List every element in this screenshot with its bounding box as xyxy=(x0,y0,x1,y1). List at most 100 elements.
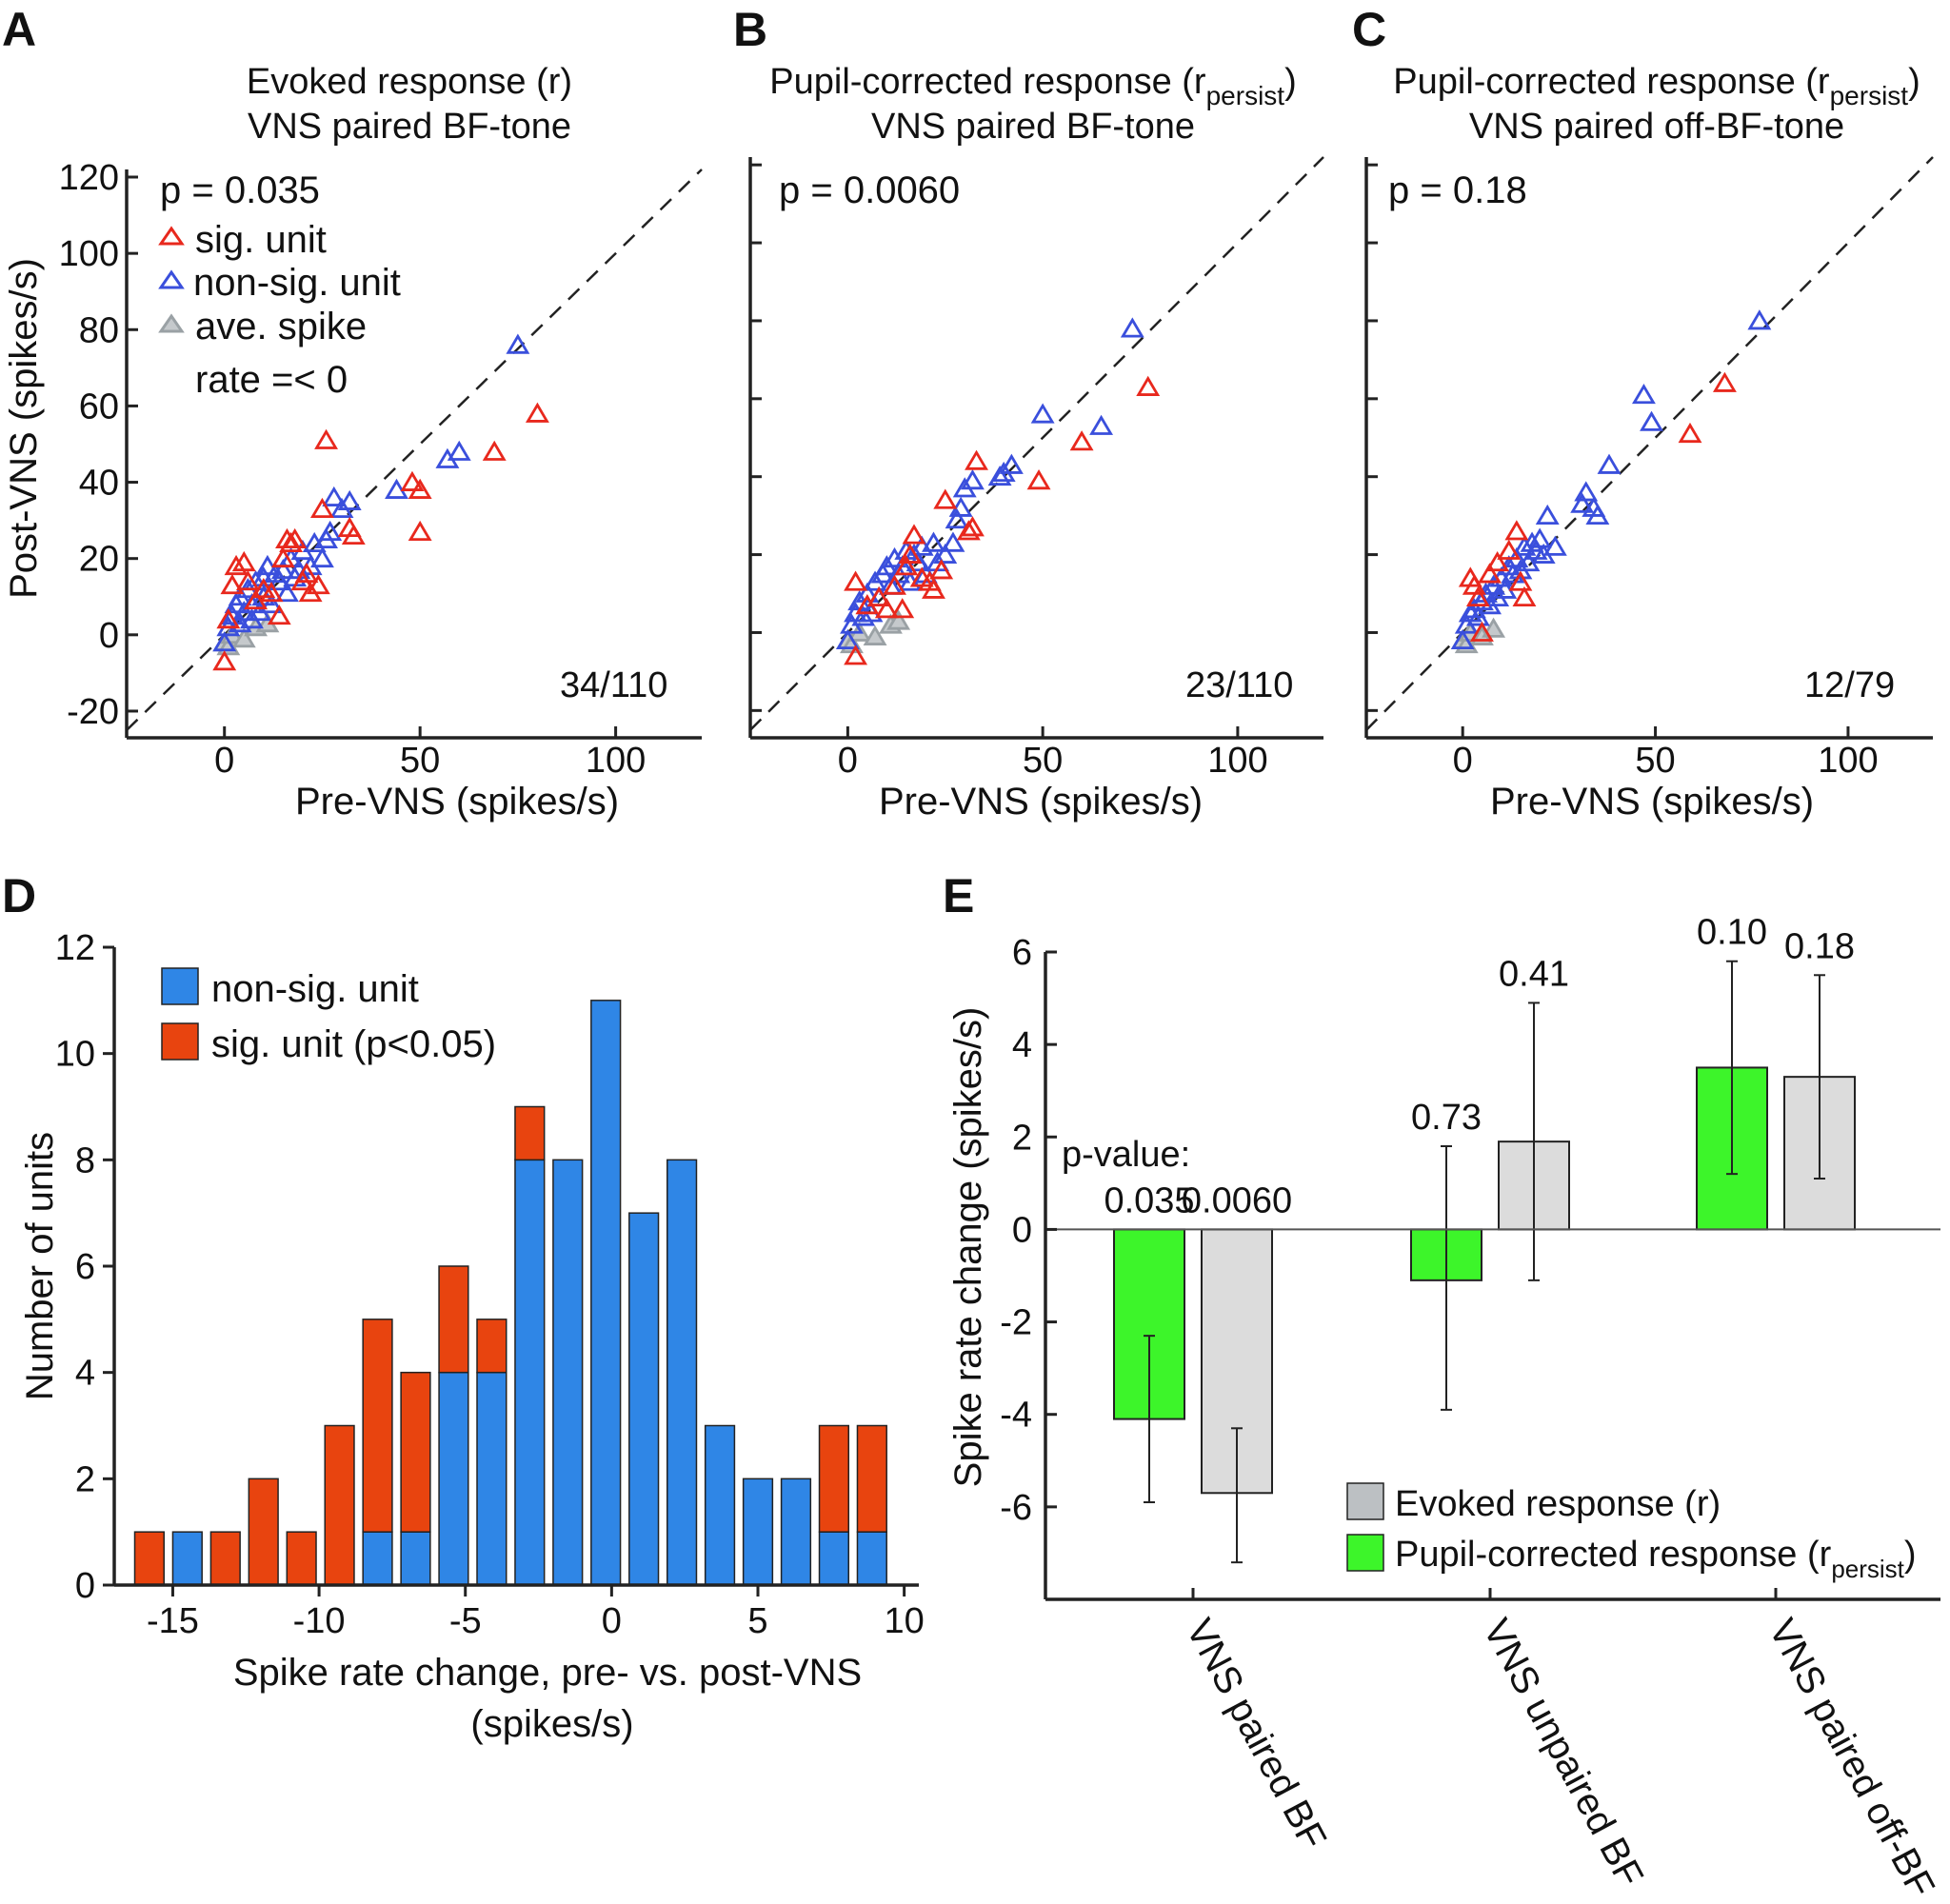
hist-bar-nonsig xyxy=(628,1212,660,1586)
legend-sig-swatch xyxy=(161,1022,199,1061)
ave-spike-point xyxy=(1482,617,1506,638)
panel-c-count: 12/79 xyxy=(1804,665,1895,705)
x-tick-label: 10 xyxy=(884,1601,924,1641)
p-value-label: 0.0060 xyxy=(1182,1180,1292,1220)
y-tick-label: 8 xyxy=(75,1140,95,1180)
nonsig-point xyxy=(212,631,237,652)
hist-bar-nonsig xyxy=(362,1531,393,1586)
nonsig-point xyxy=(1535,504,1560,526)
sig-point xyxy=(890,598,915,619)
y-tick-label: 40 xyxy=(79,464,119,504)
legend-sig-text: sig. unit (p<0.05) xyxy=(211,1023,496,1065)
sig-point xyxy=(933,488,958,509)
sig-point xyxy=(482,440,507,461)
panel-b-p-value: p = 0.0060 xyxy=(779,169,960,211)
sig-point xyxy=(1508,570,1533,591)
sig-point xyxy=(866,585,891,607)
sig-point xyxy=(956,520,981,541)
nonsig-point xyxy=(855,582,880,603)
sig-point xyxy=(883,574,906,595)
hist-bar-sig xyxy=(400,1371,431,1533)
panel-b-count: 23/110 xyxy=(1185,665,1293,705)
nonsig-point xyxy=(1450,628,1475,650)
nonsig-point xyxy=(1501,563,1525,584)
sig-point xyxy=(220,573,245,595)
sig-point xyxy=(314,428,338,449)
nonsig-point xyxy=(1597,453,1622,474)
sig-point xyxy=(929,559,954,580)
ave-spike-point xyxy=(231,627,256,648)
sig-point xyxy=(224,554,249,576)
panel-b-xlabel: Pre-VNS (spikes/s) xyxy=(879,781,1203,823)
y-tick-label: 6 xyxy=(1012,933,1032,973)
panel-c-title-sub: persist xyxy=(1830,81,1909,110)
sig-point xyxy=(294,562,319,584)
sig-point xyxy=(408,520,432,542)
category-label: VNS paired BF xyxy=(1178,1613,1334,1856)
nonsig-point xyxy=(275,581,299,603)
panel-e-legend: Evoked response (r) Pupil-corrected resp… xyxy=(1346,1482,1917,1583)
x-tick-label: -15 xyxy=(147,1601,199,1641)
x-tick-label: 50 xyxy=(400,741,440,781)
sig-point xyxy=(960,516,985,537)
hist-bar-nonsig xyxy=(742,1478,774,1586)
hist-bar-sig xyxy=(514,1105,546,1161)
sig-point xyxy=(874,598,899,619)
nonsig-point xyxy=(447,440,471,461)
hist-bar-sig xyxy=(362,1319,393,1533)
panel-c-xlabel: Pre-VNS (spikes/s) xyxy=(1490,781,1814,823)
sig-point xyxy=(902,524,926,545)
sig-point xyxy=(408,478,432,499)
p-value-label: 0.41 xyxy=(1499,954,1569,994)
y-tick-label: 12 xyxy=(55,928,95,968)
y-tick-label: -20 xyxy=(67,692,119,732)
panel-a-title-line1: Evoked response (r) xyxy=(247,62,572,102)
legend-nonsig-swatch xyxy=(161,967,199,1005)
hist-bar-sig xyxy=(286,1531,317,1586)
panel-c-title-main: Pupil-corrected response (r xyxy=(1393,62,1830,102)
nonsig-point xyxy=(987,465,1012,486)
hist-bar-sig xyxy=(324,1424,355,1586)
category-label: VNS unpaired BF xyxy=(1475,1613,1651,1894)
hist-bar-nonsig xyxy=(704,1424,736,1586)
x-tick-label: -10 xyxy=(293,1601,346,1641)
panel-c-letter: C xyxy=(1352,3,1386,56)
sig-point xyxy=(1504,520,1529,541)
panel-b-title-line1: Pupil-corrected response (rpersist) xyxy=(769,62,1296,110)
sig-point xyxy=(400,470,425,491)
sig-point xyxy=(283,527,308,549)
identity-line xyxy=(749,156,1324,731)
panel-a: A Evoked response (r) VNS paired BF-tone… xyxy=(2,3,703,823)
nonsig-point xyxy=(960,469,985,490)
y-tick-label: 80 xyxy=(79,310,119,350)
x-tick-label: -5 xyxy=(449,1601,482,1641)
sig-point xyxy=(965,449,988,470)
hist-bar-nonsig xyxy=(400,1531,431,1586)
hist-bar-nonsig xyxy=(818,1531,850,1586)
hist-bar-nonsig xyxy=(476,1371,507,1586)
legend-pupil-text: Pupil-corrected response (rpersist) xyxy=(1395,1535,1917,1583)
legend-sig-marker xyxy=(158,226,185,246)
sig-point xyxy=(270,546,295,568)
sig-point xyxy=(279,531,304,553)
sig-point xyxy=(216,608,241,629)
panel-b: B Pupil-corrected response (rpersist) VN… xyxy=(733,3,1324,823)
sig-point xyxy=(844,570,868,591)
panel-b-title-main: Pupil-corrected response (r xyxy=(769,62,1206,102)
panel-b-letter: B xyxy=(733,3,767,56)
panel-a-legend: sig. unit non-sig. unit ave. spike rate … xyxy=(158,219,401,401)
sig-point xyxy=(244,588,269,610)
panel-c-title-line1: Pupil-corrected response (rpersist) xyxy=(1393,62,1920,110)
sig-point xyxy=(212,650,237,671)
nonsig-point xyxy=(999,453,1024,474)
y-tick-label: 10 xyxy=(55,1035,95,1075)
panel-d-bars xyxy=(133,1000,887,1586)
hist-bar-nonsig xyxy=(552,1159,584,1586)
x-tick-label: 100 xyxy=(586,741,646,781)
y-tick-label: -2 xyxy=(1000,1303,1032,1343)
sig-point xyxy=(259,581,284,603)
panel-a-title-line2: VNS paired BF-tone xyxy=(248,107,571,147)
p-value-label: 0.10 xyxy=(1697,913,1767,953)
